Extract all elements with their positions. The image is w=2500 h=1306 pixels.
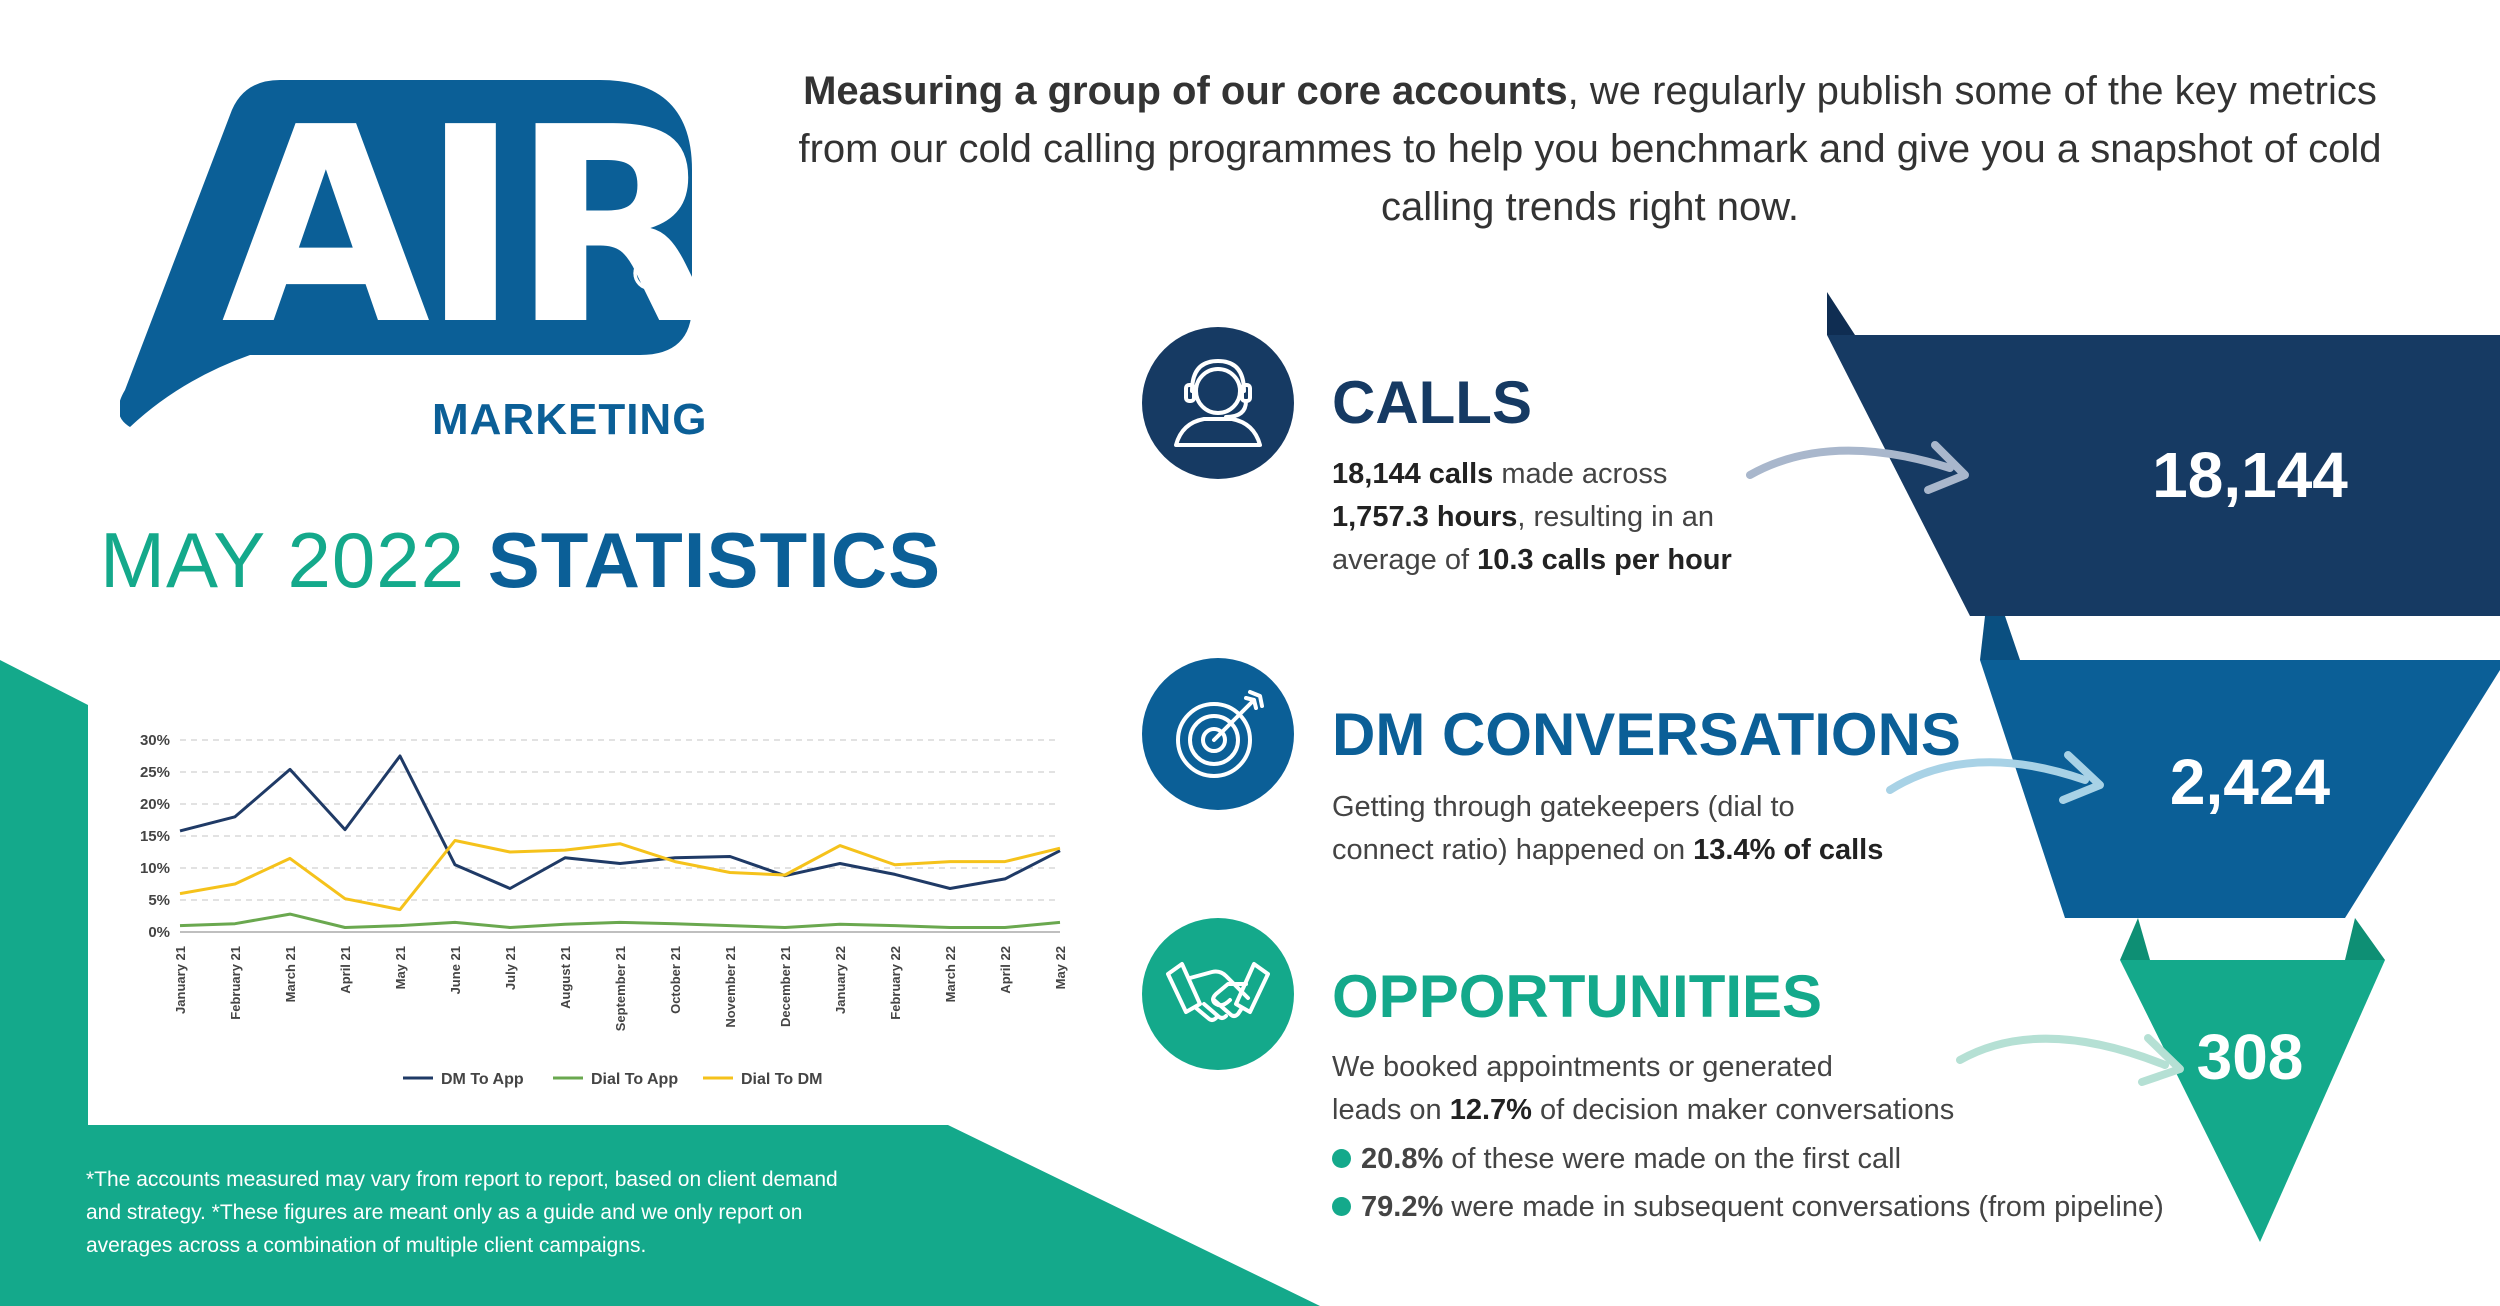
opportunities-title: OPPORTUNITIES: [1332, 963, 1823, 1030]
calls-icon-circle: [1142, 327, 1294, 479]
subsequent-rate: 79.2%: [1361, 1191, 1444, 1223]
calls-hours: 1,757.3 hours: [1332, 501, 1518, 533]
x-tick-label: June 21: [448, 946, 463, 994]
x-tick-label: May 21: [393, 946, 408, 989]
first-call-text: of these were made on the first call: [1443, 1143, 1902, 1175]
dm-text-1: Getting through gatekeepers (dial to: [1332, 791, 1795, 823]
y-tick-label: 15%: [140, 828, 170, 845]
bullet-first-call: 20.8% of these were made on the first ca…: [1332, 1138, 1901, 1181]
intro-paragraph: Measuring a group of our core accounts, …: [790, 62, 2390, 236]
calls-title: CALLS: [1332, 369, 1532, 436]
series-line-dial-to-app: [179, 912, 1061, 929]
handshake-icon: [1166, 962, 1270, 1022]
dm-title: DM CONVERSATIONS: [1332, 701, 1961, 768]
logo-badge: AIR ®: [118, 69, 723, 427]
dm-description: Getting through gatekeepers (dial to con…: [1332, 786, 1952, 872]
x-tick-label: May 22: [1053, 946, 1068, 989]
arrow-calls-icon: [1746, 441, 1969, 494]
intro-rest: , we regularly publish some of the key m…: [798, 69, 2382, 229]
intro-bold: Measuring a group of our core accounts: [803, 69, 1568, 113]
dm-text-2: connect ratio) happened on: [1332, 834, 1694, 866]
funnel-segment-opportunities: [2120, 960, 2385, 1242]
x-tick-label: August 21: [558, 946, 573, 1009]
x-tick-label: November 21: [723, 946, 738, 1028]
air-marketing-logo: AIR ® MARKETING: [118, 69, 723, 460]
opps-text-2: leads on: [1332, 1094, 1450, 1126]
target-icon: [1176, 690, 1264, 778]
x-tick-label: March 21: [283, 946, 298, 1002]
opportunities-icon-circle: [1142, 918, 1294, 1070]
arrow-dm-icon: [1886, 751, 2104, 804]
opportunities-description: We booked appointments or generated lead…: [1332, 1046, 2032, 1132]
headset-person-icon: [1174, 359, 1262, 447]
y-tick-label: 5%: [148, 892, 170, 909]
calls-count: 18,144 calls: [1332, 458, 1494, 490]
y-tick-label: 10%: [140, 860, 170, 877]
logo-text: AIR: [221, 75, 700, 384]
funnel-graphic: [1827, 292, 2500, 1242]
legend-label: Dial To App: [591, 1071, 678, 1088]
calls-text-2: , resulting in an: [1517, 501, 1715, 533]
y-tick-label: 20%: [140, 796, 170, 813]
opportunities-value: 308: [2196, 1021, 2304, 1093]
x-tick-label: December 21: [778, 946, 793, 1027]
x-tick-label: April 21: [338, 946, 353, 994]
calls-text-3: average of: [1332, 544, 1478, 576]
y-tick-label: 0%: [148, 924, 170, 941]
registered-mark: ®: [627, 247, 673, 301]
first-call-rate: 20.8%: [1361, 1143, 1444, 1175]
funnel-fold-4: [2345, 918, 2385, 960]
legend-label: Dial To DM: [741, 1071, 822, 1088]
x-tick-label: February 21: [228, 946, 243, 1020]
dm-icon-circle: [1142, 658, 1294, 810]
series-line-dial-to-dm: [179, 839, 1061, 912]
calls-value: 18,144: [2152, 439, 2348, 511]
calls-per-hour: 10.3 calls per hour: [1477, 544, 1732, 576]
opps-text-3: of decision maker conversations: [1531, 1094, 1955, 1126]
x-tick-label: July 21: [503, 946, 518, 990]
x-tick-label: March 22: [943, 946, 958, 1002]
x-tick-label: February 22: [888, 946, 903, 1020]
subsequent-text: were made in subsequent conversations (f…: [1443, 1191, 2164, 1223]
logo-subtitle: MARKETING: [432, 395, 708, 444]
title-statistics: STATISTICS: [487, 516, 942, 604]
x-tick-label: January 21: [173, 946, 188, 1014]
x-tick-label: January 22: [833, 946, 848, 1014]
y-tick-label: 25%: [140, 764, 170, 781]
calls-description: 18,144 calls made across 1,757.3 hours, …: [1332, 453, 1832, 582]
opps-text-1: We booked appointments or generated: [1332, 1051, 1833, 1083]
opps-rate: 12.7%: [1449, 1094, 1532, 1126]
x-tick-label: September 21: [613, 946, 628, 1031]
bullet-dot: [1332, 1196, 1351, 1216]
legend-label: DM To App: [441, 1071, 524, 1088]
page-title: MAY 2022 STATISTICS: [100, 515, 941, 606]
funnel-fold-2: [1980, 616, 2020, 660]
arrow-opportunities-icon: [1956, 1034, 2184, 1086]
title-date: MAY 2022: [100, 516, 488, 604]
x-tick-label: October 21: [668, 946, 683, 1014]
footnote: *The accounts measured may vary from rep…: [86, 1168, 838, 1257]
bullet-dot: [1332, 1148, 1351, 1168]
funnel-segment-calls: [1827, 335, 2500, 616]
calls-text-1: made across: [1493, 458, 1668, 490]
funnel-fold-3: [2120, 918, 2150, 960]
line-chart: 0% 5% 10% 15% 20% 25% 30% January 21 February 21…: [140, 732, 1068, 1088]
x-tick-label: April 22: [998, 946, 1013, 994]
dm-value: 2,424: [2169, 746, 2331, 818]
bullet-subsequent: 79.2% were made in subsequent conversati…: [1332, 1186, 2164, 1229]
funnel-segment-dm: [1980, 660, 2500, 918]
dm-rate: 13.4% of calls: [1693, 834, 1884, 866]
funnel-fold-1: [1827, 292, 1855, 335]
y-tick-label: 30%: [140, 732, 170, 749]
